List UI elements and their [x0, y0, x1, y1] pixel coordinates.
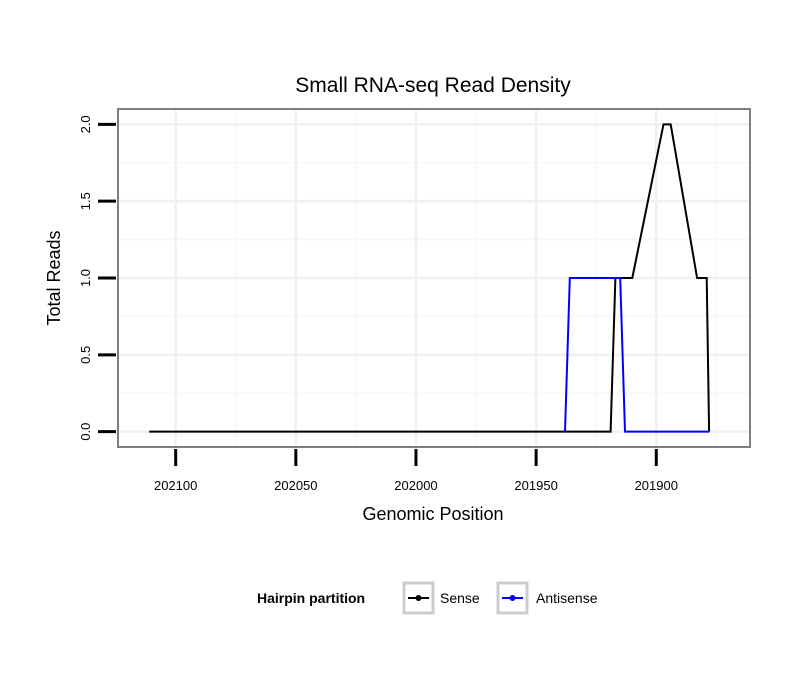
- x-tick-label: 201900: [635, 478, 678, 493]
- x-tick-label: 202100: [154, 478, 197, 493]
- series-lines: [149, 123, 711, 433]
- y-tick-label: 0.5: [78, 346, 93, 364]
- plot-panel-border: [117, 108, 751, 448]
- x-tick-label: 202050: [274, 478, 317, 493]
- legend-key-point-antisense: [509, 595, 516, 601]
- series-line-sense: [149, 123, 711, 433]
- legend-item-sense: Sense: [402, 581, 480, 615]
- legend-item-antisense: Antisense: [496, 581, 598, 615]
- legend: Hairpin partition Sense Antisense: [257, 581, 598, 615]
- legend-label-antisense: Antisense: [536, 590, 598, 606]
- legend-key-point-sense: [415, 595, 422, 601]
- y-axis: 0.0 0.5 1.0 1.5 2.0: [78, 115, 116, 441]
- chart-title: Small RNA-seq Read Density: [295, 74, 571, 97]
- y-tick-label: 1.0: [78, 269, 93, 287]
- y-tick-label: 2.0: [78, 115, 93, 133]
- major-gridlines: [118, 109, 750, 447]
- x-axis-title: Genomic Position: [362, 504, 503, 524]
- legend-label-sense: Sense: [440, 590, 480, 606]
- y-axis-title: Total Reads: [44, 230, 64, 325]
- series-line-antisense: [564, 277, 710, 433]
- legend-title: Hairpin partition: [257, 590, 365, 606]
- x-axis: 202100 202050 202000 201950 201900: [154, 449, 678, 493]
- y-tick-label: 0.0: [78, 423, 93, 441]
- x-tick-label: 201950: [514, 478, 557, 493]
- y-tick-label: 1.5: [78, 192, 93, 210]
- x-tick-label: 202000: [394, 478, 437, 493]
